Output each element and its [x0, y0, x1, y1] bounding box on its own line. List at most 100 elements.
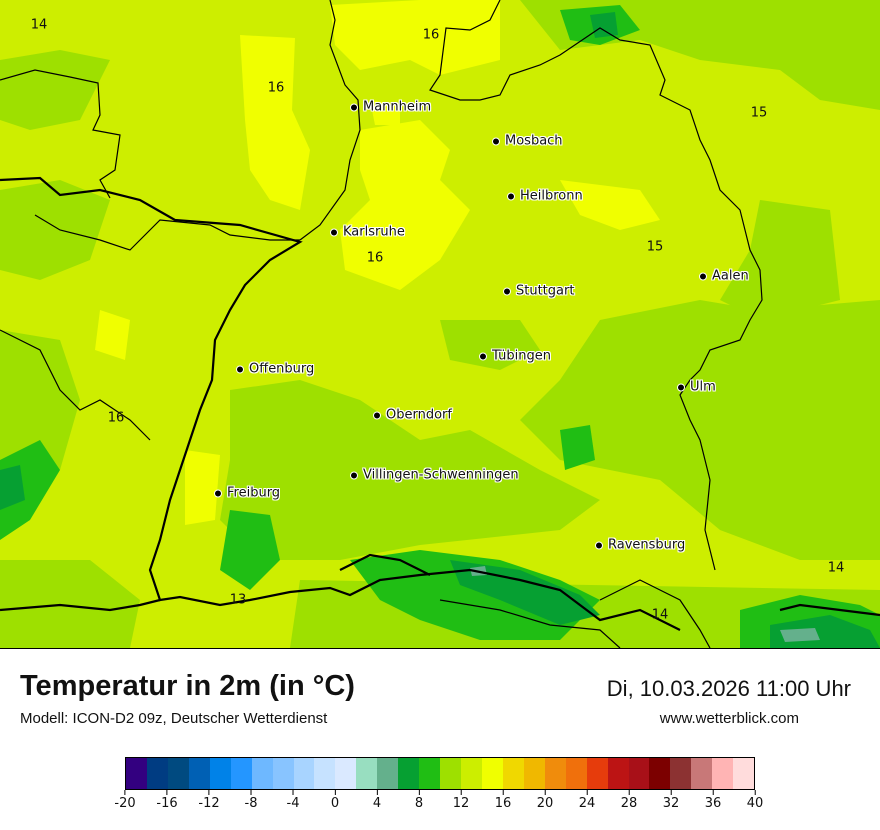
- legend-tick-label: -4: [286, 796, 300, 811]
- contour-label: 16: [267, 80, 285, 96]
- city-label: Oberndorf: [386, 407, 452, 423]
- legend-swatch: [461, 758, 482, 789]
- legend-tick-label: 4: [372, 796, 382, 811]
- legend-tick: 28: [620, 790, 638, 811]
- legend-swatch: [502, 758, 524, 789]
- city-dot-icon: [214, 489, 222, 497]
- legend-tick: 16: [494, 790, 512, 811]
- contour-label: 14: [30, 17, 48, 33]
- legend-swatch: [356, 758, 378, 789]
- legend-tick: 36: [704, 790, 722, 811]
- legend-swatch: [712, 758, 734, 789]
- city-marker-offenburg[interactable]: Offenburg: [236, 362, 314, 377]
- city-marker-mannheim[interactable]: Mannheim: [350, 100, 431, 115]
- legend-tick: 12: [453, 790, 469, 811]
- city-marker-stuttgart[interactable]: Stuttgart: [503, 284, 574, 299]
- city-marker-freiburg[interactable]: Freiburg: [214, 486, 280, 501]
- contour-label: 16: [366, 250, 384, 266]
- legend-tick-label: 36: [704, 796, 722, 811]
- city-dot-icon: [503, 287, 511, 295]
- legend-swatch: [146, 758, 168, 789]
- map-title: Temperatur in 2m (in °C): [20, 670, 355, 702]
- legend-tick-label: 24: [578, 796, 596, 811]
- legend-tick-label: -8: [244, 796, 258, 811]
- city-dot-icon: [677, 383, 685, 391]
- legend-tick: 20: [537, 790, 553, 811]
- legend-swatch: [649, 758, 671, 789]
- warm-patches: [95, 0, 660, 525]
- website-link[interactable]: www.wetterblick.com: [659, 710, 799, 727]
- city-marker-karlsruhe[interactable]: Karlsruhe: [330, 225, 405, 240]
- city-marker-aalen[interactable]: Aalen: [699, 269, 749, 284]
- legend-tick: -16: [156, 790, 178, 811]
- legend-swatch: [293, 758, 315, 789]
- color-scale-ticks: -20 -16 -12 -8 -4 0 4 8 12 16 20 24 28 32 36 40: [114, 790, 763, 820]
- legend-swatch: [691, 758, 713, 789]
- city-label: Heilbronn: [520, 188, 583, 204]
- city-dot-icon: [330, 228, 338, 236]
- legend-swatch: [544, 758, 566, 789]
- city-dot-icon: [350, 103, 358, 111]
- legend-swatch: [523, 758, 545, 789]
- city-dot-icon: [492, 137, 500, 145]
- color-scale-legend: [125, 757, 755, 790]
- city-label: Mosbach: [505, 133, 563, 149]
- legend-swatch: [565, 758, 587, 789]
- contour-label: 15: [750, 105, 768, 121]
- legend-tick-label: 16: [494, 796, 512, 811]
- legend-swatch: [628, 758, 650, 789]
- city-label: Mannheim: [363, 99, 432, 115]
- city-label: Offenburg: [249, 361, 315, 377]
- legend-swatch: [314, 758, 336, 789]
- legend-swatch: [126, 758, 147, 789]
- city-marker-oberndorf[interactable]: Oberndorf: [373, 408, 452, 423]
- legend-swatch: [272, 758, 294, 789]
- legend-tick-label: -16: [156, 796, 178, 811]
- legend-tick-label: -20: [114, 796, 136, 811]
- legend-swatch: [419, 758, 441, 789]
- legend-swatch: [230, 758, 252, 789]
- legend-tick-label: 28: [620, 796, 638, 811]
- city-marker-mosbach[interactable]: Mosbach: [492, 134, 563, 149]
- legend-tick: 0: [331, 790, 339, 811]
- legend-tick: -8: [244, 790, 258, 811]
- legend-swatch: [251, 758, 273, 789]
- legend-swatch: [167, 758, 189, 789]
- legend-tick: 32: [663, 790, 679, 811]
- legend-swatch: [188, 758, 210, 789]
- city-dot-icon: [236, 365, 244, 373]
- city-marker-villingen-schwenningen[interactable]: Villingen-Schwenningen: [350, 468, 519, 483]
- legend-tick-label: 0: [330, 796, 340, 811]
- legend-swatch: [607, 758, 629, 789]
- contour-label: 14: [827, 560, 845, 576]
- city-dot-icon: [699, 272, 707, 280]
- city-marker-ravensburg[interactable]: Ravensburg: [595, 538, 685, 553]
- legend-swatch: [440, 758, 461, 789]
- legend-swatch: [670, 758, 692, 789]
- city-marker-tuebingen[interactable]: Tübingen: [479, 349, 551, 364]
- city-dot-icon: [595, 541, 603, 549]
- city-dot-icon: [350, 471, 358, 479]
- contour-label: 13: [229, 592, 247, 608]
- contour-label: 15: [646, 239, 664, 255]
- city-label: Ulm: [690, 379, 716, 395]
- forecast-datetime: Di, 10.03.2026 11:00 Uhr: [606, 676, 851, 701]
- city-label: Karlsruhe: [343, 224, 405, 240]
- city-dot-icon: [373, 411, 381, 419]
- legend-tick: 40: [746, 790, 764, 811]
- city-label: Villingen-Schwenningen: [363, 467, 519, 483]
- city-label: Freiburg: [227, 485, 281, 501]
- contour-label: 16: [107, 410, 125, 426]
- legend-tick-label: 40: [746, 796, 764, 811]
- contour-label: 16: [422, 27, 440, 43]
- legend-tick: -12: [198, 790, 220, 811]
- contour-label: 14: [651, 607, 669, 623]
- temperature-map: 14 16 16 15 16 15 16 13 14 14 Mannheim M…: [0, 0, 880, 649]
- legend-tick-label: -12: [198, 796, 220, 811]
- city-marker-ulm[interactable]: Ulm: [677, 380, 716, 395]
- legend-swatch: [335, 758, 357, 789]
- legend-swatch: [398, 758, 420, 789]
- legend-swatch: [586, 758, 608, 789]
- city-marker-heilbronn[interactable]: Heilbronn: [507, 189, 583, 204]
- legend-tick: -20: [114, 790, 136, 811]
